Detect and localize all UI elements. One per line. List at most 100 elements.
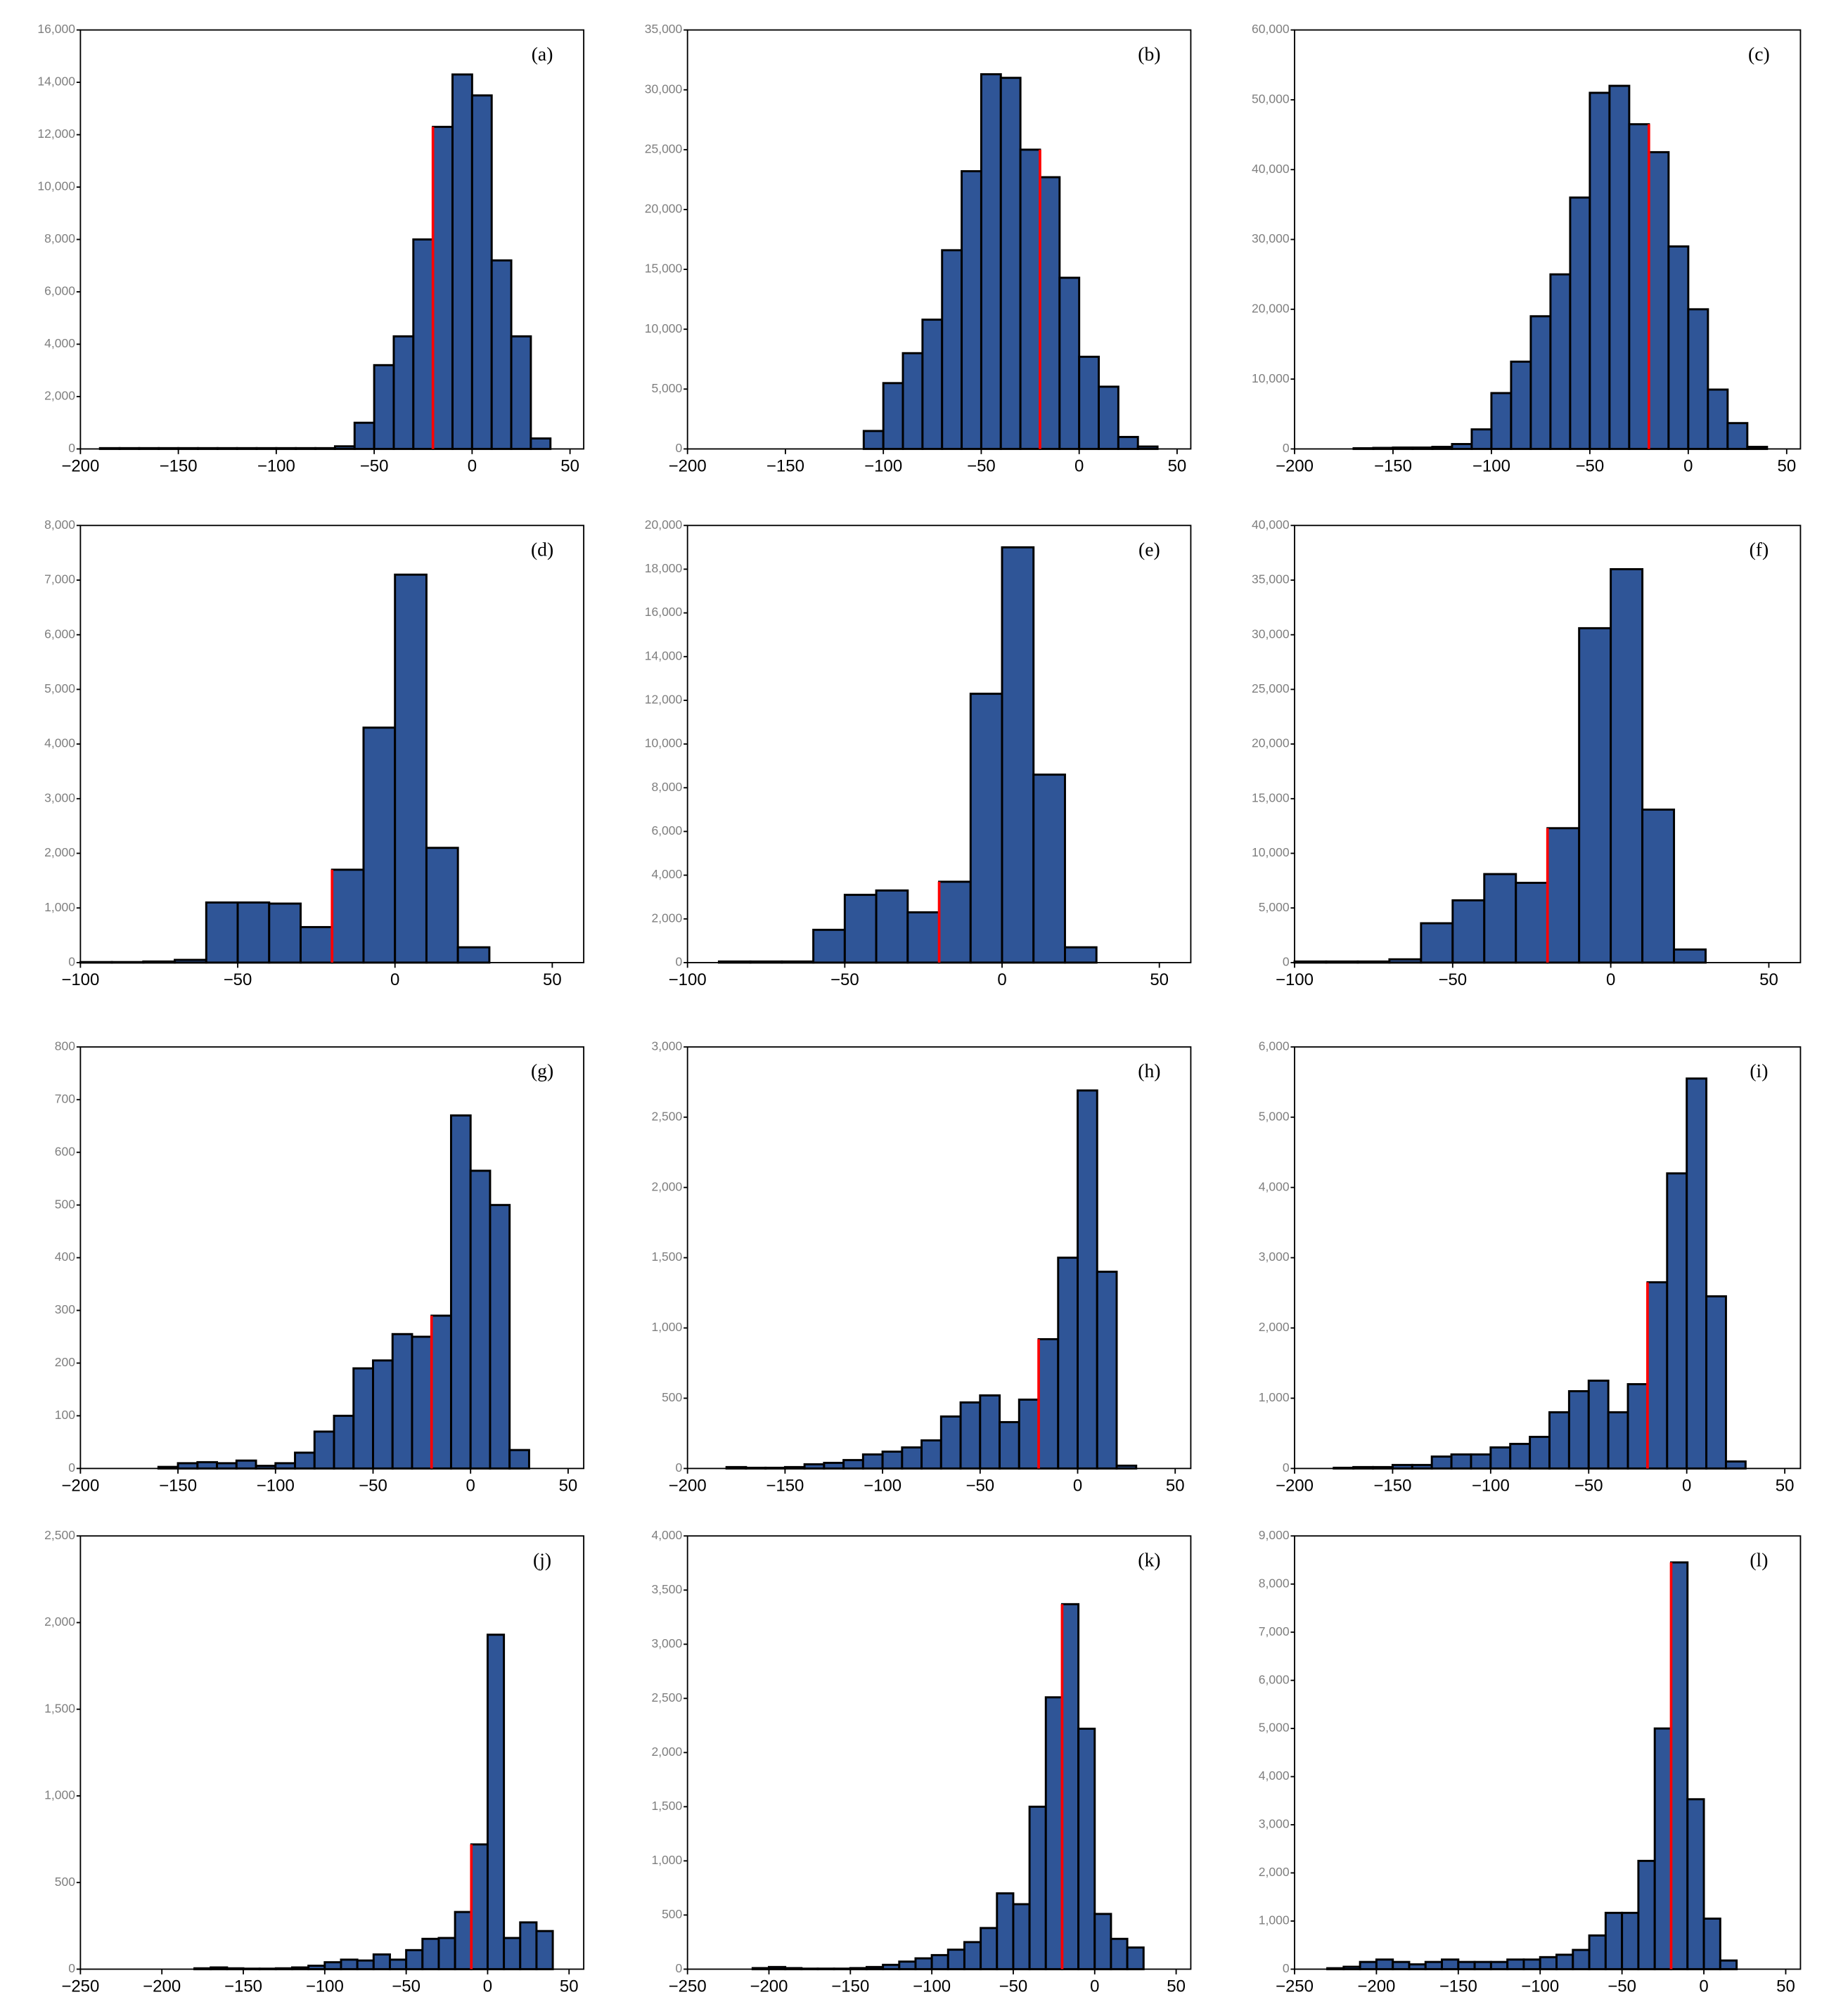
bar	[1093, 1913, 1112, 1970]
x-tick-label: −50	[830, 970, 859, 989]
bar	[1687, 308, 1709, 450]
bar	[449, 1114, 472, 1470]
bar	[996, 1892, 1015, 1970]
x-tick-label: 50	[1759, 970, 1778, 989]
x-tick-label: −100	[864, 1477, 901, 1496]
bar	[1470, 1453, 1492, 1470]
bar	[330, 868, 365, 964]
bar	[1569, 196, 1591, 450]
bar	[800, 1967, 819, 1970]
y-tick-label: 8,000	[44, 231, 75, 245]
x-tick-label: −200	[143, 1977, 181, 1996]
x-tick-label: −250	[669, 1977, 707, 1996]
bar	[882, 382, 904, 450]
bar	[1078, 355, 1100, 450]
bar	[1037, 1338, 1060, 1470]
bar	[1646, 1281, 1669, 1470]
bar	[118, 447, 141, 450]
y-tick-label: 18,000	[645, 561, 683, 575]
y-tick-label: 2,000	[651, 1179, 682, 1193]
bar	[258, 1967, 277, 1970]
bar	[1431, 445, 1453, 450]
y-tick-label: 7,000	[1259, 1624, 1290, 1638]
y-tick-label: 500	[55, 1875, 75, 1889]
x-tick-label: −250	[61, 1977, 99, 1996]
bar	[1392, 1960, 1411, 1970]
bar	[394, 573, 428, 964]
bar	[1555, 1953, 1574, 1970]
panel-label: (i)	[1750, 1060, 1768, 1081]
bar	[352, 1367, 374, 1470]
y-tick-label: 0	[676, 955, 683, 969]
bar	[255, 1465, 277, 1470]
bar	[510, 335, 532, 450]
x-tick-label: −100	[306, 1977, 344, 1996]
bar	[1686, 1077, 1708, 1470]
bar	[295, 447, 317, 450]
x-tick-label: −50	[967, 457, 996, 476]
panel-label: (g)	[531, 1060, 553, 1081]
bar	[391, 1333, 413, 1470]
bar	[508, 1449, 530, 1470]
bar	[969, 693, 1003, 964]
x-tick-label: −50	[224, 970, 252, 989]
bar	[242, 1967, 261, 1970]
bar	[849, 1967, 868, 1970]
x-tick-label: −50	[1574, 1477, 1603, 1496]
y-tick-label: 6,000	[1259, 1039, 1290, 1053]
bar	[1610, 567, 1644, 964]
bar	[1529, 1435, 1551, 1470]
y-tick-label: 400	[55, 1250, 75, 1264]
x-tick-label: 0	[1090, 1977, 1099, 1996]
bar	[1136, 445, 1159, 450]
y-tick-label: 10,000	[1252, 845, 1290, 859]
bar	[437, 1937, 456, 1970]
y-tick-label: 1,500	[651, 1250, 682, 1264]
bar	[920, 1439, 942, 1470]
bar	[1411, 446, 1434, 450]
bar	[1628, 123, 1650, 450]
bar	[1115, 1464, 1138, 1470]
bar	[1707, 388, 1729, 450]
y-tick-label: 1,000	[44, 1788, 75, 1802]
panel-label: (a)	[532, 43, 553, 65]
x-tick-label: −200	[1276, 457, 1314, 476]
x-tick-label: 0	[1682, 1477, 1691, 1496]
y-tick-label: 2,000	[44, 389, 75, 403]
bar	[373, 364, 395, 450]
bar	[158, 447, 180, 450]
bar	[946, 1948, 965, 1970]
bar	[1326, 1967, 1345, 1970]
bar	[1352, 447, 1375, 450]
x-tick-label: 0	[466, 1477, 475, 1496]
x-tick-label: −50	[965, 1477, 994, 1496]
bar	[1607, 1411, 1629, 1470]
y-tick-label: 35,000	[645, 22, 683, 36]
y-tick-label: 200	[55, 1355, 75, 1369]
bar	[323, 1961, 342, 1970]
bar	[1506, 1958, 1525, 1970]
x-tick-label: 0	[1074, 457, 1084, 476]
bar	[1032, 773, 1066, 964]
bar	[862, 430, 885, 450]
bar	[456, 946, 491, 964]
bar	[307, 1965, 326, 1970]
bar	[313, 1430, 335, 1470]
bar	[980, 73, 1002, 450]
y-tick-label: 700	[55, 1091, 75, 1105]
bar	[1408, 1963, 1427, 1970]
y-tick-label: 4,000	[651, 867, 682, 881]
y-tick-label: 16,000	[645, 605, 683, 619]
bar	[226, 1967, 245, 1970]
y-tick-label: 9,000	[1259, 1528, 1290, 1542]
bar	[1572, 1948, 1591, 1970]
y-tick-label: 4,000	[651, 1528, 682, 1542]
x-tick-label: 0	[468, 457, 477, 476]
bar	[1529, 315, 1552, 450]
bar	[98, 447, 121, 450]
bar	[519, 1921, 538, 1970]
bar	[1391, 1463, 1413, 1470]
bar	[274, 1967, 293, 1970]
bar	[717, 960, 752, 964]
y-tick-label: 40,000	[1252, 518, 1290, 532]
